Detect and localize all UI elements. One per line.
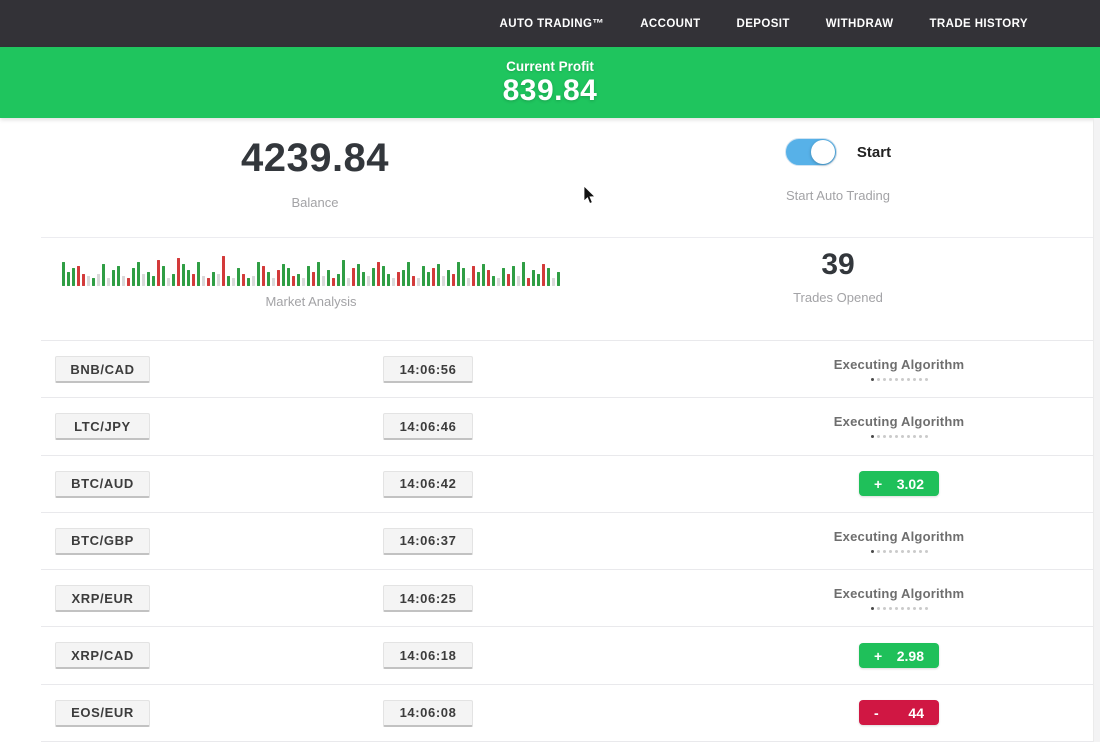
balance-label: Balance	[291, 195, 339, 210]
current-profit-value: 839.84	[502, 73, 598, 107]
nav-deposit[interactable]: DEPOSIT	[736, 17, 790, 30]
time-chip[interactable]: 14:06:42	[383, 470, 473, 498]
summary-row-bottom: Market Analysis 39 Trades Opened	[0, 238, 1100, 340]
nav-trade-history[interactable]: TRADE HISTORY	[929, 17, 1028, 30]
summary-row-top: 4239.84 Balance Start Start Auto Trading	[0, 118, 1100, 237]
pair-chip[interactable]: LTC/JPY	[55, 413, 150, 441]
trade-status: -44	[781, 685, 1017, 741]
trade-status: Executing Algorithm	[781, 398, 1017, 454]
nav-auto-trading[interactable]: AUTO TRADING™	[499, 17, 605, 30]
toggle-knob-icon	[810, 140, 835, 164]
pair-chip[interactable]: BTC/AUD	[55, 470, 150, 498]
trades-opened-block: 39 Trades Opened	[720, 248, 956, 305]
time-chip[interactable]: 14:06:18	[383, 642, 473, 670]
table-row: EOS/EUR 14:06:08 -44	[41, 685, 1094, 742]
nav-withdraw[interactable]: WITHDRAW	[825, 17, 894, 30]
time-chip[interactable]: 14:06:56	[383, 356, 473, 383]
time-chip[interactable]: 14:06:37	[383, 527, 473, 555]
trades-opened-label: Trades Opened	[793, 290, 883, 305]
start-auto-trading-label: Start Auto Trading	[785, 188, 891, 203]
trade-status: Executing Algorithm	[781, 513, 1017, 569]
time-chip[interactable]: 14:06:25	[383, 585, 473, 613]
table-row: XRP/EUR 14:06:25 Executing Algorithm	[41, 570, 1094, 628]
executing-label: Executing Algorithm	[833, 414, 965, 430]
progress-dots-icon	[870, 607, 928, 611]
progress-dots-icon	[870, 378, 928, 382]
pair-chip[interactable]: XRP/CAD	[55, 642, 150, 670]
profit-badge: +3.02	[859, 471, 939, 497]
pair-chip[interactable]: EOS/EUR	[55, 699, 150, 727]
profit-badge: +2.98	[859, 643, 939, 669]
top-navbar: AUTO TRADING™ ACCOUNT DEPOSIT WITHDRAW T…	[0, 0, 1100, 47]
loss-badge: -44	[859, 700, 939, 726]
executing-label: Executing Algorithm	[833, 586, 965, 602]
executing-label: Executing Algorithm	[833, 529, 965, 545]
trade-status: +3.02	[781, 456, 1017, 512]
toggle-start-label: Start	[856, 143, 892, 161]
market-analysis-block: Market Analysis	[55, 254, 567, 309]
trades-opened-value: 39	[821, 248, 855, 281]
trade-status: Executing Algorithm	[781, 570, 1017, 626]
progress-dots-icon	[870, 550, 928, 554]
nav-account[interactable]: ACCOUNT	[640, 17, 701, 30]
executing-label: Executing Algorithm	[833, 357, 965, 373]
progress-dots-icon	[870, 435, 928, 439]
auto-trading-block: Start Start Auto Trading	[720, 138, 956, 203]
market-analysis-chart	[55, 254, 567, 286]
pair-chip[interactable]: BTC/GBP	[55, 527, 150, 555]
pair-chip[interactable]: XRP/EUR	[55, 585, 150, 613]
table-row: BNB/CAD 14:06:56 Executing Algorithm	[41, 341, 1094, 399]
time-chip[interactable]: 14:06:46	[383, 413, 473, 441]
section-divider	[41, 237, 1100, 238]
trade-status: +2.98	[781, 627, 1017, 683]
auto-trading-toggle[interactable]	[784, 138, 837, 166]
balance-value: 4239.84	[240, 136, 390, 180]
time-chip[interactable]: 14:06:08	[383, 699, 473, 727]
current-profit-label: Current Profit	[506, 58, 594, 74]
balance-block: 4239.84 Balance	[160, 136, 470, 210]
trade-status: Executing Algorithm	[781, 341, 1017, 397]
table-row: BTC/GBP 14:06:37 Executing Algorithm	[41, 513, 1094, 571]
current-profit-banner: Current Profit 839.84	[0, 47, 1100, 118]
trades-table: BNB/CAD 14:06:56 Executing Algorithm LTC/JP…	[41, 340, 1094, 742]
pair-chip[interactable]: BNB/CAD	[55, 356, 150, 383]
table-row: XRP/CAD 14:06:18 +2.98	[41, 627, 1094, 685]
market-analysis-label: Market Analysis	[265, 294, 357, 309]
scrollbar-track[interactable]	[1093, 118, 1100, 742]
table-row: LTC/JPY 14:06:46 Executing Algorithm	[41, 398, 1094, 456]
table-row: BTC/AUD 14:06:42 +3.02	[41, 456, 1094, 513]
